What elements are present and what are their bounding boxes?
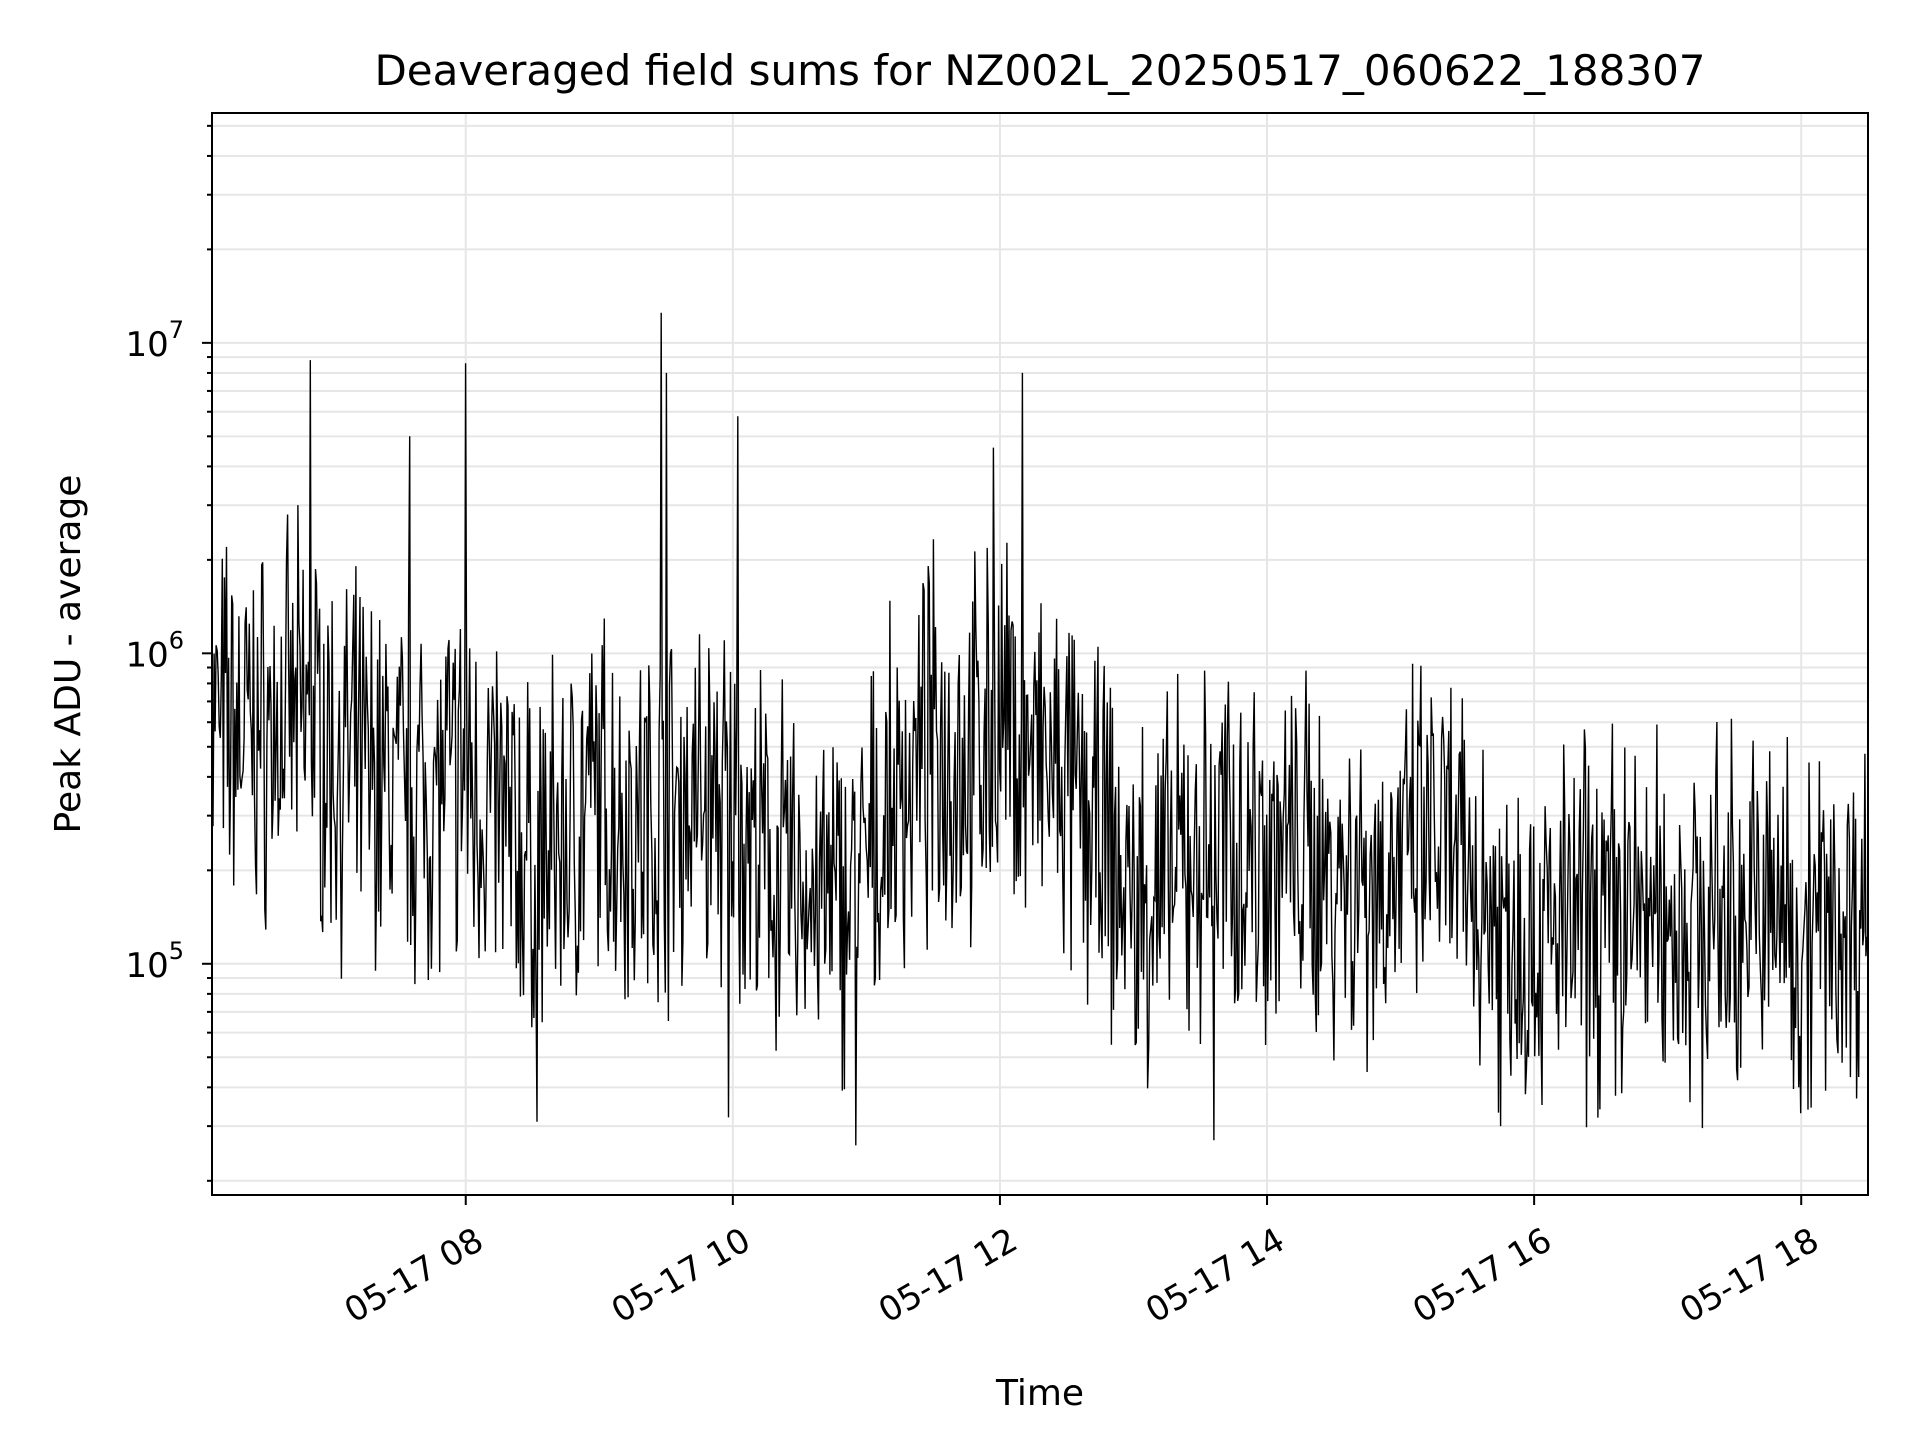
chart-title: Deaveraged field sums for NZ002L_2025051… [374, 46, 1705, 95]
x-axis-label: Time [995, 1373, 1084, 1414]
y-tick-label: 105 [125, 937, 184, 986]
series-line [211, 312, 1869, 1146]
y-tick-label: 106 [125, 626, 184, 675]
y-axis-label: Peak ADU - average [48, 475, 89, 834]
series-layer [211, 312, 1869, 1146]
y-tick-label: 107 [125, 316, 184, 365]
